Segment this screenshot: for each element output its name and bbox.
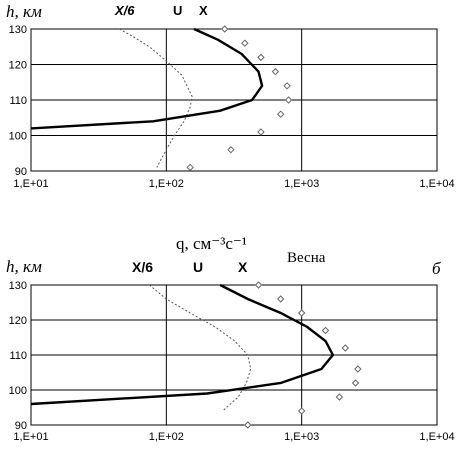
- x-tick-label: 1,E+03: [284, 178, 319, 190]
- x-tick-label: 1,E+01: [13, 178, 48, 190]
- legend-label-x6: X/6: [114, 3, 135, 18]
- series-x-marker: [186, 163, 194, 172]
- series-x-marker: [283, 82, 291, 90]
- y-tick-label: 130: [9, 280, 27, 292]
- series-x-marker: [321, 326, 330, 335]
- series-u-line: [30, 283, 335, 406]
- x-tick-label: 1,E+03: [284, 431, 319, 443]
- panel-label: б: [432, 259, 441, 278]
- series-x-marker: [351, 379, 360, 387]
- plot-frame: [30, 28, 438, 172]
- series-x-marker: [276, 110, 285, 118]
- series-x-marker: [257, 53, 265, 62]
- legend-label-u: U: [173, 3, 182, 18]
- legend-label-x: X: [238, 259, 248, 275]
- y-tick-label: 100: [9, 385, 27, 397]
- series-x-marker: [335, 393, 344, 401]
- series-u-line: [30, 27, 264, 130]
- y-tick-label: 130: [9, 24, 27, 36]
- series-x-marker: [221, 25, 229, 33]
- plot-top: 90 100 110 120 130 1,E+01 1,E+02 1,E+03 1,E+04: [9, 24, 455, 190]
- x-tick-label: 1,E+01: [13, 431, 48, 443]
- series-x-marker: [297, 309, 306, 317]
- series-x-marker: [257, 128, 265, 136]
- series-x6-line: [119, 28, 193, 168]
- legend-label-x: X: [199, 3, 208, 18]
- series-x-marker: [254, 281, 263, 289]
- y-axis-label: h, км: [6, 257, 42, 276]
- y-tick-label: 110: [9, 350, 27, 362]
- y-tick-label: 90: [15, 166, 27, 178]
- plot-frame: [30, 284, 438, 426]
- series-x-marker: [227, 145, 235, 154]
- series-x-marker: [354, 365, 362, 373]
- series-x-marker: [284, 96, 293, 104]
- y-tick-label: 90: [15, 420, 27, 432]
- legend-label-u: U: [193, 259, 203, 275]
- series-x6-line: [149, 284, 252, 412]
- series-x-marker: [271, 67, 280, 76]
- x-tick-label: 1,E+04: [419, 431, 454, 443]
- series-x-marker: [341, 344, 349, 352]
- y-tick-label: 100: [9, 131, 27, 143]
- y-tick-label: 120: [9, 60, 27, 72]
- series-x-marker: [276, 295, 285, 303]
- series-x-marker: [297, 407, 306, 415]
- y-tick-label: 110: [9, 95, 27, 107]
- plot-bottom: 90 100 110 120 130 1,E+01 1,E+02 1,E+03 1,E+04: [9, 280, 455, 443]
- series-x-marker: [244, 421, 252, 429]
- legend-label-x6: X/6: [132, 259, 153, 275]
- x-tick-label: 1,E+04: [419, 178, 454, 190]
- series-x-marker: [241, 39, 249, 47]
- y-axis-label: h, км: [6, 2, 42, 21]
- x-tick-label: 1,E+02: [149, 178, 184, 190]
- x-tick-label: 1,E+02: [149, 431, 184, 443]
- season-label: Весна: [287, 250, 326, 266]
- x-axis-label: q, см⁻³с⁻¹: [176, 234, 247, 253]
- y-tick-label: 120: [9, 315, 27, 327]
